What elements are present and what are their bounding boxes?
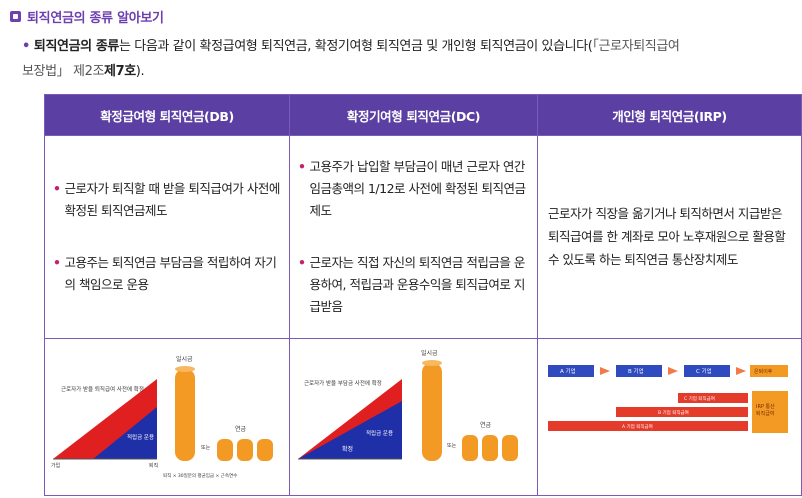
dc-cylinder-top xyxy=(422,359,442,366)
intro-lead: 퇴직연금의 종류 xyxy=(33,39,119,54)
db-description: • 근로자가 퇴직할 때 받을 퇴직급여가 사전에 확정된 퇴직연금제도 • 고… xyxy=(45,172,289,302)
irp-account-box xyxy=(752,390,788,433)
intro-bullet: • xyxy=(22,39,30,54)
list-item: • 근로자는 직접 자신의 퇴직연금 적립금을 운용하여, 적립금과 운용수익을… xyxy=(298,252,529,318)
intro-ref-line2: 보장법」 제2조 xyxy=(22,64,105,79)
section-title: 퇴직연금의 종류 알아보기 xyxy=(10,6,164,26)
list-item: • 근로자가 퇴직할 때 받을 퇴직급여가 사전에 확정된 퇴직연금제도 xyxy=(53,178,281,222)
irp-retire: 은퇴이후 xyxy=(754,368,773,375)
db-x-start: 가입 xyxy=(51,462,60,469)
db-left-label: 근로자가 받을 퇴직급여 사전에 확정 xyxy=(61,385,144,393)
irp-box-label: IRP 통산 퇴직급여 xyxy=(756,403,775,417)
db-x-end: 퇴직 xyxy=(149,462,158,469)
dc-left-label: 근로자가 받을 부담금 사전에 확정 xyxy=(304,379,382,387)
square-bullet-icon xyxy=(10,10,21,22)
db-pension-cylinder-1 xyxy=(217,438,233,461)
dc-pension-label: 연금 xyxy=(480,421,492,429)
irp-job-c: C 기업 xyxy=(696,367,712,375)
db-diagram: 근로자가 받을 퇴직급여 사전에 확정 적립금 운용 가입 퇴직 일시금 또는 … xyxy=(51,355,273,479)
dc-bottom-label: 확정 xyxy=(342,445,353,453)
bullet-icon: • xyxy=(53,180,61,196)
dc-middle-label: 적립금 운용 xyxy=(366,429,393,437)
dc-diagram-cell: 근로자가 받을 부담금 사전에 확정 적립금 운용 확정 일시금 또는 연금 xyxy=(289,337,538,497)
db-diagram-cell: 근로자가 받을 퇴직급여 사전에 확정 적립금 운용 가입 퇴직 일시금 또는 … xyxy=(44,337,290,497)
bullet-icon: • xyxy=(53,254,61,270)
db-lump-sum-cylinder xyxy=(175,368,195,461)
irp-bar-a xyxy=(548,420,748,431)
dc-or-label: 또는 xyxy=(447,443,457,449)
irp-bar-c xyxy=(678,392,748,403)
bullet-icon: • xyxy=(298,254,306,270)
header-irp: 개인형 퇴직연금(IRP) xyxy=(537,93,802,137)
db-footer: 퇴직 × 30일분의 평균임금 × 근속연수 xyxy=(163,472,237,479)
db-blue-area xyxy=(93,406,157,459)
intro-paragraph: • 퇴직연금의 종류는 다음과 같이 확정급여형 퇴직연금, 확정기여형 퇴직연금… xyxy=(22,34,802,84)
dc-description: • 고용주가 납입할 부담금이 매년 근로자 연간 임금총액의 1/12로 사전… xyxy=(290,150,537,324)
irp-job-c-box xyxy=(684,364,730,377)
list-item: • 고용주는 퇴직연금 부담금을 적립하여 자기의 책임으로 운용 xyxy=(53,252,281,296)
arrow-right-icon xyxy=(736,366,746,375)
irp-description: 근로자가 직장을 옮기거나 퇴직하면서 지급받은 퇴직급여를 한 계좌로 모아 … xyxy=(548,206,786,268)
header-dc: 확정기여형 퇴직연금(DC) xyxy=(289,93,538,137)
intro-ref: 「근로자퇴직급여 xyxy=(592,39,680,54)
db-pension-cylinder-3 xyxy=(257,438,273,461)
db-cylinder-top xyxy=(175,365,195,372)
dc-diagram: 근로자가 받을 부담금 사전에 확정 적립금 운용 확정 일시금 또는 연금 xyxy=(298,349,518,461)
db-middle-label: 적립금 운용 xyxy=(127,433,154,441)
dc-pension-cylinder-3 xyxy=(502,434,518,461)
intro-close: ). xyxy=(135,64,145,79)
list-item: • 고용주가 납입할 부담금이 매년 근로자 연간 임금총액의 1/12로 사전… xyxy=(298,156,529,222)
dc-item-2: 근로자는 직접 자신의 퇴직연금 적립금을 운용하여, 적립금과 운용수익을 퇴… xyxy=(309,254,526,314)
dc-lump-sum-cylinder xyxy=(422,362,442,461)
pension-types-table: 확정급여형 퇴직연금(DB) 확정기여형 퇴직연금(DC) 개인형 퇴직연금(I… xyxy=(44,93,802,497)
irp-job-b: B 기업 xyxy=(628,367,644,375)
irp-bar-b xyxy=(616,406,748,417)
irp-bar-b-label: B 기업 퇴직급여 xyxy=(658,409,689,416)
intro-ref-end: 제7호 xyxy=(104,64,136,79)
dc-blue-area xyxy=(298,400,402,459)
dc-item-1: 고용주가 납입할 부담금이 매년 근로자 연간 임금총액의 1/12로 사전에 … xyxy=(309,158,526,218)
irp-retire-box xyxy=(750,364,788,377)
dc-pension-cylinder-2 xyxy=(482,434,498,461)
db-item-1: 근로자가 퇴직할 때 받을 퇴직급여가 사전에 확정된 퇴직연금제도 xyxy=(64,180,281,218)
irp-bar-c-label: C 기업 퇴직급여 xyxy=(684,395,715,402)
db-item-2: 고용주는 퇴직연금 부담금을 적립하여 자기의 책임으로 운용 xyxy=(64,254,277,292)
db-lump-label: 일시금 xyxy=(176,355,193,363)
irp-job-b-box xyxy=(616,364,662,377)
irp-bar-a-label: A 기업 퇴직급여 xyxy=(622,423,653,430)
arrow-right-icon xyxy=(668,366,678,375)
irp-job-a-box xyxy=(548,364,594,377)
dc-lump-label: 일시금 xyxy=(421,349,438,357)
irp-job-a: A 기업 xyxy=(560,367,576,375)
dc-pension-cylinder-1 xyxy=(462,434,478,461)
irp-diagram: A 기업 B 기업 C 기업 은퇴이후 C 기업 퇴직급여 B 기업 퇴직급여 … xyxy=(548,364,788,433)
db-pension-cylinder-2 xyxy=(237,438,253,461)
intro-body: 는 다음과 같이 확정급여형 퇴직연금, 확정기여형 퇴직연금 및 개인형 퇴직… xyxy=(118,39,593,54)
irp-diagram-cell: A 기업 B 기업 C 기업 은퇴이후 C 기업 퇴직급여 B 기업 퇴직급여 … xyxy=(537,337,802,497)
section-title-text: 퇴직연금의 종류 알아보기 xyxy=(27,10,164,26)
header-db: 확정급여형 퇴직연금(DB) xyxy=(44,93,290,137)
db-or-label: 또는 xyxy=(201,445,211,451)
db-pension-label: 연금 xyxy=(235,425,247,433)
bullet-icon: • xyxy=(298,158,306,174)
arrow-right-icon xyxy=(600,366,610,375)
